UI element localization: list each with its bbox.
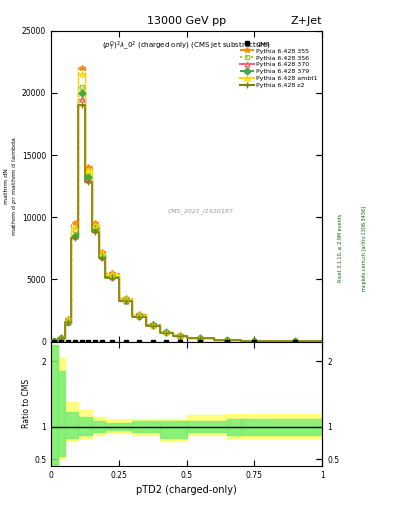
Text: mcplots.cern.ch [arXiv:1306.3436]: mcplots.cern.ch [arXiv:1306.3436] bbox=[362, 206, 367, 291]
Text: 13000 GeV pp: 13000 GeV pp bbox=[147, 15, 226, 26]
Text: $(p_T^D)^2\lambda\_0^2$ (charged only) (CMS jet substructure): $(p_T^D)^2\lambda\_0^2$ (charged only) (… bbox=[102, 40, 271, 53]
Text: Z+Jet: Z+Jet bbox=[291, 15, 322, 26]
Y-axis label: Ratio to CMS: Ratio to CMS bbox=[22, 379, 31, 429]
Legend: CMS, Pythia 6.428 355, Pythia 6.428 356, Pythia 6.428 370, Pythia 6.428 379, Pyt: CMS, Pythia 6.428 355, Pythia 6.428 356,… bbox=[239, 40, 319, 90]
Text: Rivet 3.1.10, ≥ 2.9M events: Rivet 3.1.10, ≥ 2.9M events bbox=[338, 214, 343, 283]
X-axis label: pTD2 (charged-only): pTD2 (charged-only) bbox=[136, 485, 237, 495]
Y-axis label: mathrm dN
mathrm d $p_T$ mathrm d lambda: mathrm dN mathrm d $p_T$ mathrm d lambda bbox=[4, 136, 19, 236]
Text: CMS_2021_I1920187: CMS_2021_I1920187 bbox=[167, 208, 233, 214]
